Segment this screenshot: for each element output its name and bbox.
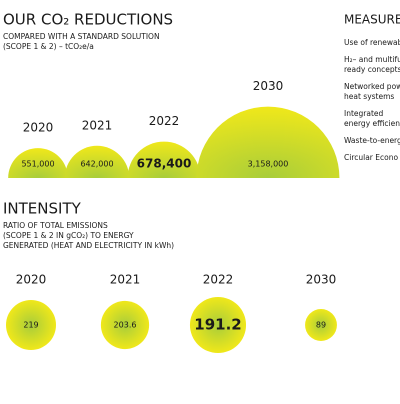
semicircle — [8, 148, 68, 178]
circle — [305, 309, 337, 341]
year-label: 2021 — [110, 273, 141, 287]
semicircle — [64, 145, 130, 178]
semicircle — [127, 141, 201, 178]
title: INTENSITY — [3, 200, 82, 218]
semicircle — [196, 106, 340, 178]
subtitle: GENERATED (HEAT AND ELECTRICITY IN kWh) — [3, 241, 174, 250]
year-label: 2030 — [306, 273, 337, 287]
measure-item: heat systems — [344, 92, 394, 101]
value-label: 678,400 — [137, 157, 192, 171]
value-label: 642,000 — [80, 160, 113, 169]
circle — [189, 296, 247, 354]
measure-item: Circular Econo — [344, 153, 398, 162]
year-label: 2030 — [253, 79, 284, 93]
subtitle: RATIO OF TOTAL EMISSIONS — [3, 221, 108, 230]
subtitle: (SCOPE 1 & 2) – tCO₂e/a — [3, 42, 94, 51]
measure-item: energy efficien — [344, 119, 400, 128]
subtitle: (SCOPE 1 & 2 IN gCO₂) TO ENERGY — [3, 231, 134, 240]
value-label: 89 — [316, 321, 326, 330]
subtitle: COMPARED WITH A STANDARD SOLUTION — [3, 32, 160, 41]
measure-item: Waste-to-energ — [344, 136, 400, 145]
year-label: 2020 — [16, 273, 47, 287]
value-label: 191.2 — [194, 316, 241, 334]
measure-item: Networked pow — [344, 82, 400, 91]
value-label: 551,000 — [21, 160, 54, 169]
circle — [5, 299, 57, 351]
measure-item: H₂– and multifu — [344, 55, 400, 64]
year-label: 2021 — [82, 118, 113, 132]
measures-title: MEASURES — [344, 13, 400, 27]
value-label: 203.6 — [114, 321, 137, 330]
title: OUR CO₂ REDUCTIONS — [3, 11, 173, 29]
year-label: 2022 — [203, 273, 234, 287]
measure-item: Integrated — [344, 109, 384, 118]
year-label: 2020 — [23, 121, 54, 135]
circle — [100, 300, 150, 350]
year-label: 2022 — [149, 114, 180, 128]
measure-item: Use of renewabl — [344, 38, 400, 47]
value-label: 3,158,000 — [248, 160, 289, 169]
value-label: 219 — [23, 321, 38, 330]
measure-item: ready concepts — [344, 65, 400, 74]
